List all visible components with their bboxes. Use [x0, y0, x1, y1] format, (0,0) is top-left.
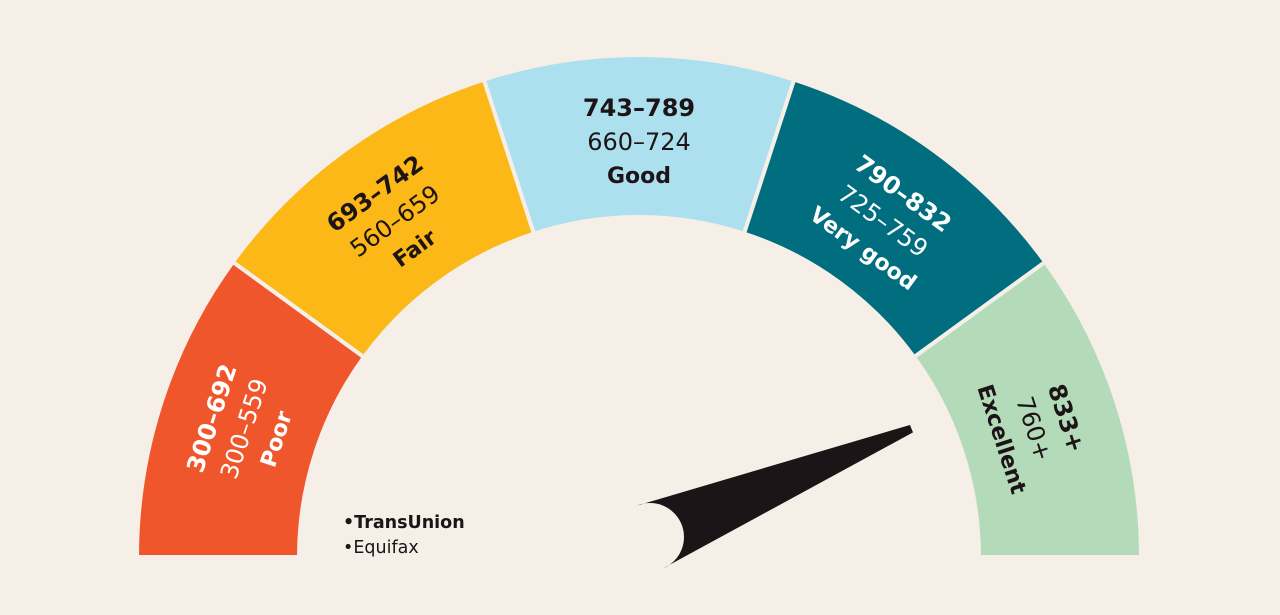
transunion-range: 743–789: [583, 94, 695, 122]
rating-label: Good: [607, 164, 671, 189]
segment-excellent: [911, 259, 1144, 559]
gauge-segments: [134, 53, 1144, 559]
gauge-needle: [636, 425, 913, 569]
equifax-range: 660–724: [587, 128, 691, 156]
bureau-legend: •TransUnion •Equifax: [343, 511, 465, 561]
legend-equifax: •Equifax: [343, 538, 419, 558]
segment-label-good: 743–789 660–724 Good: [583, 94, 695, 189]
legend-transunion: •TransUnion: [343, 513, 465, 533]
